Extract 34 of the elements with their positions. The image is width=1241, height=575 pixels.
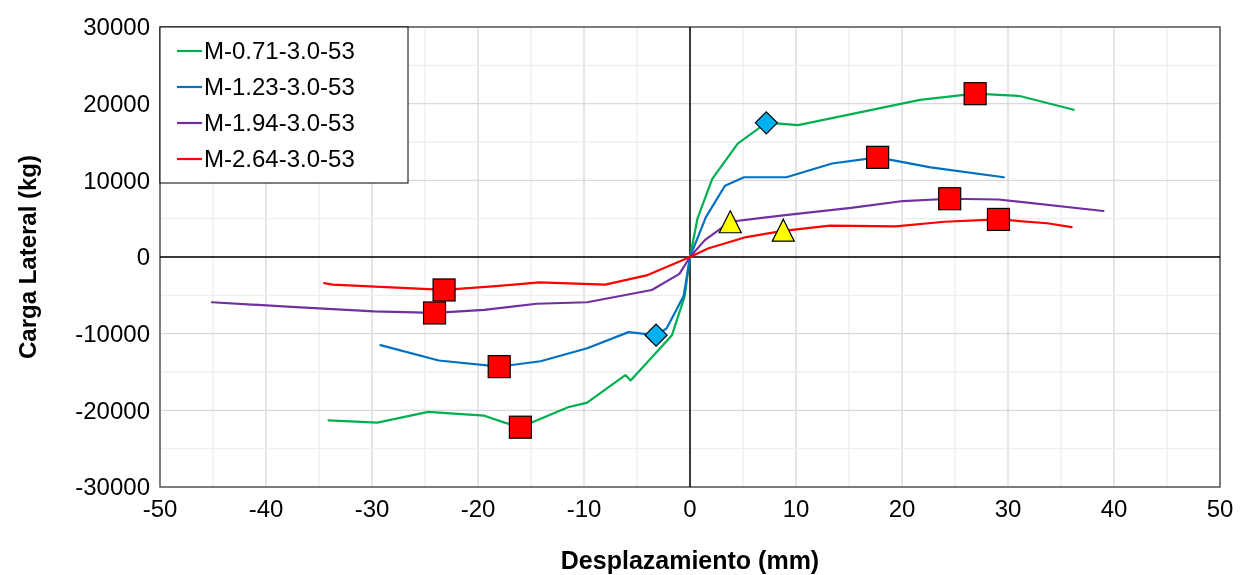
y-tick-label: -10000 xyxy=(75,320,150,348)
legend-label: M-1.94-3.0-53 xyxy=(204,109,355,137)
point xyxy=(986,207,1011,232)
point xyxy=(718,210,742,234)
x-axis-title: Desplazamiento (mm) xyxy=(560,546,820,574)
x-tick-label: 20 xyxy=(888,495,916,522)
point xyxy=(432,278,456,302)
point xyxy=(938,187,962,211)
point xyxy=(771,218,795,242)
x-tick-label: 30 xyxy=(994,495,1022,522)
point xyxy=(754,111,778,135)
point xyxy=(644,323,668,347)
x-tick-label: -10 xyxy=(566,495,602,522)
y-tick-label: 10000 xyxy=(83,166,150,194)
x-tick-label: 40 xyxy=(1100,495,1128,522)
y-tick-label: 0 xyxy=(136,243,150,271)
legend-label: M-2.64-3.0-53 xyxy=(204,145,355,173)
x-tick-label: 50 xyxy=(1206,495,1234,522)
legend-label: M-1.23-3.0-53 xyxy=(204,73,355,101)
point xyxy=(508,415,532,439)
point xyxy=(422,301,447,325)
legend-label: M-0.71-3.0-53 xyxy=(204,37,355,65)
point xyxy=(487,355,511,379)
point xyxy=(963,82,987,106)
y-axis-title: Carga Lateral (kg) xyxy=(14,154,41,360)
x-tick-label: -30 xyxy=(354,495,390,522)
x-tick-label: 0 xyxy=(683,495,697,522)
y-tick-label: 20000 xyxy=(83,90,150,118)
x-tick-label: -20 xyxy=(460,495,496,522)
x-tick-label: 10 xyxy=(782,495,810,522)
y-tick-label: 30000 xyxy=(83,13,150,41)
x-tick-label: -40 xyxy=(248,495,284,522)
point xyxy=(866,145,890,169)
y-tick-label: -20000 xyxy=(75,396,150,424)
